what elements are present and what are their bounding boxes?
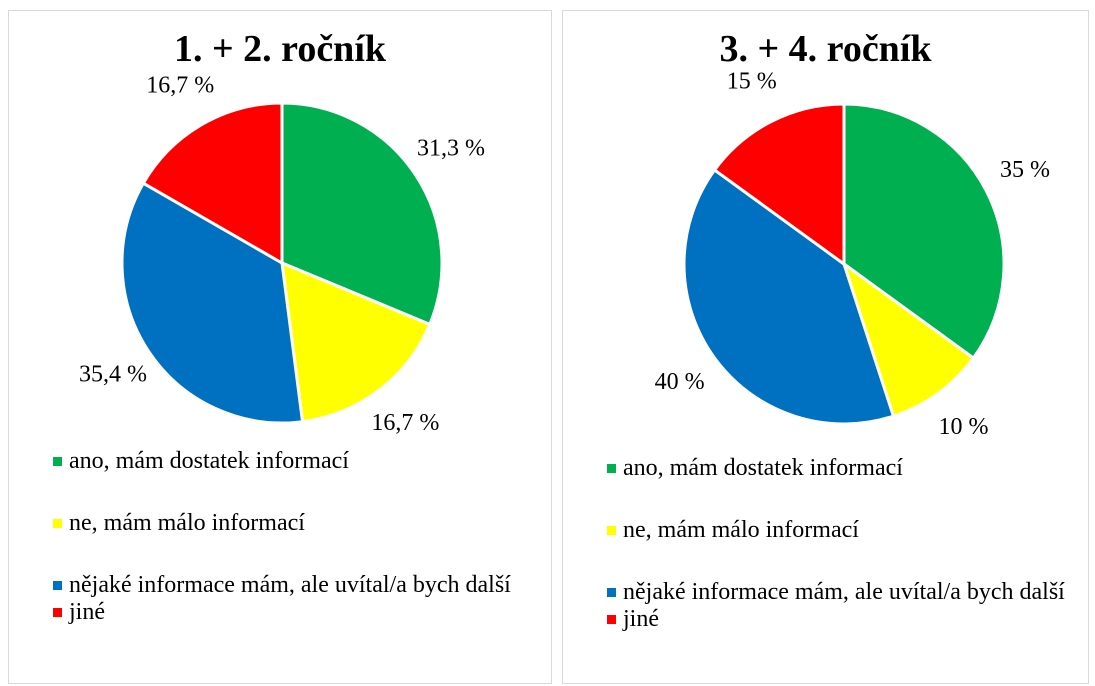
legend-item: nějaké informace mám, ale uvítal/a bych … bbox=[607, 579, 1077, 606]
chart-panel: 1. + 2. ročník 31,3 % 16,7 % 35,4 % 16,7 % an… bbox=[8, 10, 552, 684]
pie-slice bbox=[280, 101, 444, 327]
pie-slice bbox=[712, 102, 846, 267]
legend-swatch bbox=[53, 581, 62, 590]
legend-swatch bbox=[607, 615, 616, 624]
legend: ano, mám dostatek informací ne, mám málo … bbox=[53, 448, 523, 661]
legend: ano, mám dostatek informací ne, mám málo … bbox=[607, 455, 1077, 668]
legend-swatch bbox=[53, 519, 62, 528]
pie-slice bbox=[842, 102, 1006, 361]
legend-swatch bbox=[607, 464, 616, 473]
data-label: 15 % bbox=[727, 68, 777, 94]
legend-swatch bbox=[53, 608, 62, 617]
legend-label: jiné bbox=[623, 606, 659, 632]
chart-title: 3. + 4. ročník bbox=[719, 28, 932, 70]
legend-label: ano, mám dostatek informací bbox=[69, 448, 349, 474]
legend-item: ano, mám dostatek informací bbox=[53, 448, 523, 475]
pie-slice bbox=[280, 260, 432, 424]
legend-label: nějaké informace mám, ale uvítal/a bych … bbox=[623, 579, 1065, 605]
data-label: 40 % bbox=[655, 369, 705, 395]
legend-label: nějaké informace mám, ale uvítal/a bych … bbox=[69, 572, 511, 598]
legend-item: nějaké informace mám, ale uvítal/a bych … bbox=[53, 572, 523, 599]
legend-swatch bbox=[53, 457, 62, 466]
data-label: 35,4 % bbox=[79, 361, 147, 387]
legend-label: jiné bbox=[69, 599, 105, 625]
legend-item: ne, mám málo informací bbox=[53, 510, 523, 537]
pie-slice bbox=[682, 167, 896, 426]
pie-slice bbox=[141, 101, 284, 266]
legend-item: jiné bbox=[607, 606, 1077, 633]
chart-title: 1. + 2. ročník bbox=[173, 28, 387, 70]
legend-label: ne, mám málo informací bbox=[69, 510, 305, 536]
pie-slice bbox=[841, 260, 976, 419]
legend-swatch bbox=[607, 588, 616, 597]
legend-swatch bbox=[607, 526, 616, 535]
data-label: 16,7 % bbox=[146, 73, 214, 99]
legend-label: ano, mám dostatek informací bbox=[623, 455, 903, 481]
data-label: 10 % bbox=[938, 414, 988, 440]
data-label: 16,7 % bbox=[371, 410, 439, 436]
data-label: 31,3 % bbox=[417, 136, 485, 162]
chart-panel: 3. + 4. ročník 35 % 10 % 40 % 15 % ano, mám d… bbox=[562, 10, 1089, 684]
legend-item: jiné bbox=[53, 599, 523, 626]
legend-item: ano, mám dostatek informací bbox=[607, 455, 1077, 482]
legend-item: ne, mám málo informací bbox=[607, 517, 1077, 544]
pie-slice bbox=[120, 181, 305, 425]
pie: 35 % 10 % 40 % 15 % bbox=[655, 68, 1050, 440]
data-label: 35 % bbox=[1000, 157, 1050, 183]
pie: 31,3 % 16,7 % 35,4 % 16,7 % bbox=[79, 73, 485, 436]
legend-label: ne, mám málo informací bbox=[623, 517, 859, 543]
